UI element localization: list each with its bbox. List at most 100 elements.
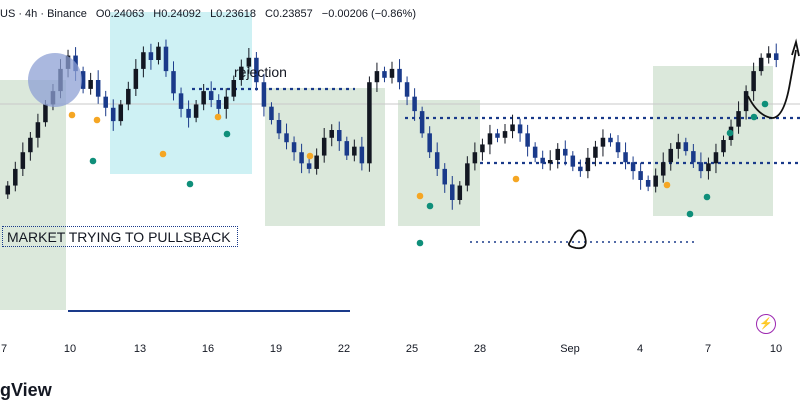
sell-signal-marker <box>703 193 711 201</box>
high-value: H0.24092 <box>153 8 201 20</box>
candle-body <box>547 160 553 164</box>
candle-body <box>337 130 342 142</box>
candle-body <box>306 163 312 169</box>
candle-body <box>668 148 674 163</box>
candle-body <box>660 162 666 176</box>
symbol-label[interactable]: US · 4h · Binance <box>0 8 87 20</box>
lightning-icon[interactable]: ⚡ <box>756 314 776 334</box>
sell-signal-marker <box>750 113 758 121</box>
candle-body <box>133 68 139 89</box>
x-axis-tick-label: 4 <box>636 343 644 355</box>
x-axis-tick-label: 28 <box>473 343 487 355</box>
candle-body <box>367 82 372 164</box>
candle-body <box>510 124 515 132</box>
candle-body <box>5 185 11 195</box>
candle-body <box>570 155 576 167</box>
sell-signal-marker <box>761 100 769 108</box>
candle-body <box>397 68 402 83</box>
candle-body <box>442 168 447 185</box>
buy-signal-marker <box>416 192 424 200</box>
brand-logo-text: gView <box>0 380 52 400</box>
candle-body <box>291 142 297 153</box>
candle-body <box>683 142 689 152</box>
candle-body <box>208 91 214 100</box>
candle-body <box>216 100 221 109</box>
candle-body <box>615 142 621 153</box>
candle-body <box>314 155 319 169</box>
close-value: C0.23857 <box>265 8 313 20</box>
sell-signal-marker <box>186 180 194 188</box>
candle-body <box>344 141 350 156</box>
buy-signal-marker <box>93 116 101 124</box>
candle-body <box>171 71 176 94</box>
highlight-circle <box>28 53 82 107</box>
candle-body <box>608 137 613 143</box>
candle-body <box>156 46 161 60</box>
candle-body <box>103 96 108 108</box>
candle-body <box>698 162 704 172</box>
candle-body <box>630 162 636 172</box>
candle-body <box>193 104 199 118</box>
candle-body <box>758 57 764 72</box>
candle-body <box>163 46 169 72</box>
candle-body <box>201 91 206 105</box>
candle-body <box>736 111 741 127</box>
sell-signal-marker <box>426 202 434 210</box>
candle-body <box>276 120 282 134</box>
x-axis-tick-label: Sep <box>560 343 580 355</box>
candle-body <box>299 152 304 164</box>
candle-body <box>480 144 485 153</box>
buy-signal-marker <box>214 113 222 121</box>
candle-body <box>269 106 274 120</box>
candle-body <box>239 66 244 80</box>
candle-body <box>110 107 116 122</box>
candle-body <box>141 52 146 69</box>
candle-body <box>434 152 440 169</box>
x-axis-tick-label: 19 <box>269 343 283 355</box>
candle-body <box>88 80 93 89</box>
buy-signal-marker <box>512 175 520 183</box>
buy-signal-marker <box>68 111 76 119</box>
candle-body <box>43 104 48 123</box>
buy-signal-marker <box>159 150 167 158</box>
x-axis-tick-label: 10 <box>63 343 77 355</box>
candle-body <box>540 157 545 164</box>
candle-body <box>186 108 191 118</box>
sell-signal-marker <box>686 210 694 218</box>
candle-body <box>118 104 124 122</box>
candle-body <box>623 152 628 163</box>
candle-body <box>532 146 538 158</box>
candle-body <box>352 146 357 156</box>
candle-body <box>20 152 26 169</box>
x-axis-tick-label: 10 <box>769 343 783 355</box>
candle-body <box>495 133 500 138</box>
x-axis-tick-label: 13 <box>133 343 147 355</box>
candle-body <box>457 185 463 200</box>
candle-body <box>284 133 289 143</box>
candle-body <box>645 180 651 187</box>
pullback-label: MARKET TRYING TO PULLSBACK <box>2 226 238 247</box>
candle-body <box>261 82 267 107</box>
candle-body <box>95 80 101 97</box>
candle-body <box>35 122 41 138</box>
sell-signal-marker <box>223 130 231 138</box>
candle-body <box>502 131 508 138</box>
candle-body <box>359 146 365 164</box>
x-axis-tick-label: 25 <box>405 343 419 355</box>
candle-body <box>713 152 719 164</box>
x-axis-tick-label: 16 <box>201 343 215 355</box>
candle-body <box>638 171 643 180</box>
hand-drawn-loop <box>567 229 587 250</box>
candle-body <box>382 71 387 78</box>
hand-drawn-arrowhead <box>791 38 800 57</box>
buy-signal-marker <box>663 181 671 189</box>
candle-body <box>389 68 395 78</box>
candle-body <box>419 111 425 134</box>
candle-body <box>517 124 523 134</box>
candle-body <box>404 82 410 97</box>
change-value: −0.00206 (−0.86%) <box>321 8 416 20</box>
candle-body <box>450 184 455 200</box>
candle-body <box>472 152 478 164</box>
candle-body <box>374 71 380 83</box>
